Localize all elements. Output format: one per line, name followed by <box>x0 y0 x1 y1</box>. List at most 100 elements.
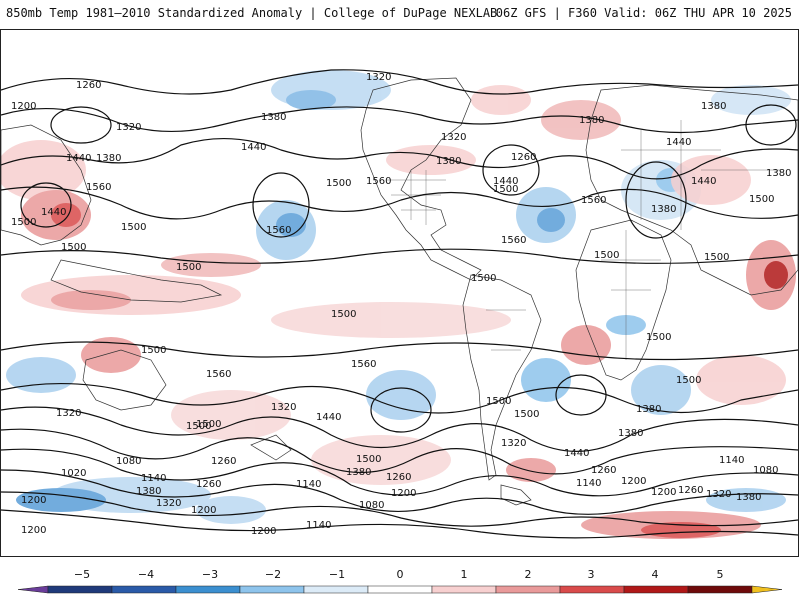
colorbar-tick-label: 2 <box>524 568 532 581</box>
contour-label: 1080 <box>359 500 384 511</box>
contour-label: 1500 <box>749 194 774 205</box>
anomaly-map: 1260 1200 1320 1320 1380 1440 1380 1560 … <box>0 29 799 557</box>
contour-label: 1260 <box>196 479 221 490</box>
contour-label: 1500 <box>493 184 518 195</box>
contour-label: 1500 <box>704 252 729 263</box>
contour-label: 1380 <box>136 486 161 497</box>
colorbar-tick-label: 4 <box>651 568 659 581</box>
colorbar-segment <box>623 585 689 594</box>
contour-labels: 1260 1200 1320 1320 1380 1440 1380 1560 … <box>11 72 791 537</box>
contour-label: 1500 <box>514 409 539 420</box>
colorbar-tick-label: −3 <box>201 568 219 581</box>
contour-label: 1320 <box>156 498 181 509</box>
contour-label: 1020 <box>61 468 86 479</box>
contour-label: 1080 <box>116 456 141 467</box>
contour-label: 1440 <box>241 142 266 153</box>
contour-label: 1380 <box>96 153 121 164</box>
contour-label: 1140 <box>576 478 601 489</box>
chart-title: 850mb Temp 1981–2010 Standardized Anomal… <box>6 6 498 20</box>
map-canvas: 1260 1200 1320 1320 1380 1440 1380 1560 … <box>1 69 798 539</box>
colorbar-segment <box>495 585 561 594</box>
contour-label: 1200 <box>251 526 276 537</box>
colorbar-tick-label: −5 <box>73 568 91 581</box>
colorbar-segment <box>239 585 305 594</box>
contour-label: 1140 <box>141 473 166 484</box>
contour-label: 1260 <box>76 80 101 91</box>
run-valid-time: 06Z GFS | F360 Valid: 06Z THU APR 10 202… <box>495 6 792 20</box>
contour-label: 1320 <box>116 122 141 133</box>
colorbar-tick-label: 1 <box>460 568 468 581</box>
contour-label: 1380 <box>579 115 604 126</box>
contour-label: 1560 <box>266 225 291 236</box>
contour-label: 1560 <box>206 369 231 380</box>
contour-label: 1500 <box>326 178 351 189</box>
contour-label: 1500 <box>176 262 201 273</box>
contour-label: 1260 <box>678 485 703 496</box>
contour-label: 1380 <box>436 156 461 167</box>
contour-label: 1500 <box>676 375 701 386</box>
colorbar-max-arrow <box>751 585 783 594</box>
contour-label: 1560 <box>501 235 526 246</box>
contour-label: 1320 <box>706 489 731 500</box>
contour-label: 1440 <box>564 448 589 459</box>
contour-label: 1200 <box>651 487 676 498</box>
contour-label: 1380 <box>636 404 661 415</box>
contour-label: 1380 <box>736 492 761 503</box>
contour-label: 1440 <box>666 137 691 148</box>
colorbar-segment <box>367 585 433 594</box>
contour-label: 1140 <box>296 479 321 490</box>
contour-label: 1500 <box>196 419 221 430</box>
colorbar-segment <box>431 585 497 594</box>
height-contours <box>1 69 798 539</box>
contour-label: 1500 <box>11 217 36 228</box>
colorbar-segment <box>303 585 369 594</box>
contour-label: 1320 <box>501 438 526 449</box>
colorbar: −5 −4 −3 −2 −1 0 1 2 3 4 5 <box>0 568 800 600</box>
contour-label: 1440 <box>316 412 341 423</box>
header: 850mb Temp 1981–2010 Standardized Anomal… <box>0 0 800 26</box>
contour-label: 1260 <box>386 472 411 483</box>
contour-label: 1380 <box>651 204 676 215</box>
contour-label: 1500 <box>594 250 619 261</box>
contour-label: 1440 <box>691 176 716 187</box>
colorbar-tick-label: 5 <box>716 568 724 581</box>
contour-label: 1260 <box>511 152 536 163</box>
contour-label: 1320 <box>441 132 466 143</box>
contour-label: 1500 <box>471 273 496 284</box>
contour-label: 1500 <box>186 421 211 432</box>
contour-label: 1200 <box>21 525 46 536</box>
contour-label: 1500 <box>486 396 511 407</box>
contour-label: 1560 <box>366 176 391 187</box>
colorbar-scale <box>17 585 783 594</box>
colorbar-tick-label: 3 <box>587 568 595 581</box>
colorbar-tick-label: −2 <box>264 568 282 581</box>
colorbar-segment <box>111 585 177 594</box>
colorbar-segment <box>687 585 753 594</box>
contour-label: 1320 <box>366 72 391 83</box>
contour-label: 1440 <box>66 153 91 164</box>
colorbar-min-arrow <box>17 585 49 594</box>
contour-label: 1140 <box>719 455 744 466</box>
contour-label: 1560 <box>351 359 376 370</box>
contour-label: 1500 <box>141 345 166 356</box>
contour-label: 1260 <box>211 456 236 467</box>
contour-label: 1260 <box>591 465 616 476</box>
colorbar-tick-label: 0 <box>396 568 404 581</box>
contour-label: 1380 <box>766 168 791 179</box>
contour-label: 1140 <box>306 520 331 531</box>
colorbar-segment <box>47 585 113 594</box>
colorbar-segment <box>559 585 625 594</box>
contour-label: 1320 <box>271 402 296 413</box>
contour-label: 1200 <box>191 505 216 516</box>
contour-label: 1200 <box>621 476 646 487</box>
political-borders <box>386 120 781 360</box>
contour-label: 1500 <box>61 242 86 253</box>
contour-label: 1560 <box>581 195 606 206</box>
contour-label: 1380 <box>346 467 371 478</box>
contour-label: 1380 <box>618 428 643 439</box>
colorbar-segment <box>175 585 241 594</box>
contour-label: 1200 <box>21 495 46 506</box>
colorbar-tick-label: −1 <box>328 568 346 581</box>
colorbar-tick-label: −4 <box>137 568 155 581</box>
contour-label: 1200 <box>11 101 36 112</box>
